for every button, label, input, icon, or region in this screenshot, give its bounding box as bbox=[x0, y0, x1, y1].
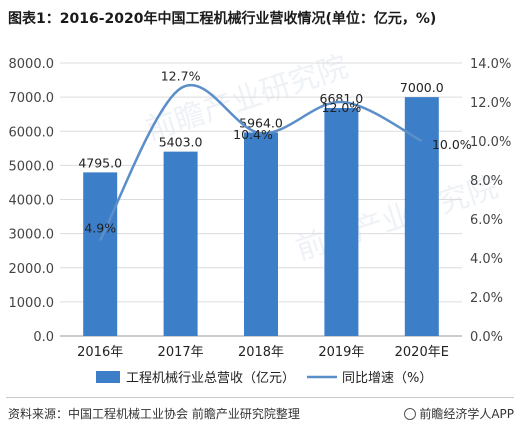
bar bbox=[83, 172, 118, 336]
y-left-tick-label: 8000.0 bbox=[9, 57, 55, 72]
x-tick-label: 2020年E bbox=[395, 345, 449, 360]
y-right-tick-label: 10.0% bbox=[470, 135, 511, 150]
y-left-tick-label: 4000.0 bbox=[9, 194, 55, 209]
brand-tag: 前瞻经济学人APP bbox=[404, 405, 514, 422]
y-left-tick-label: 5000.0 bbox=[9, 159, 55, 174]
y-left-tick-label: 7000.0 bbox=[9, 91, 55, 106]
legend-bar-label: 工程机械行业总营收（亿元） bbox=[126, 371, 295, 386]
line-value-label: 4.9% bbox=[84, 220, 116, 235]
line-value-label: 10.0% bbox=[432, 137, 472, 152]
brand-label: 前瞻经济学人APP bbox=[419, 407, 514, 421]
y-right-tick-label: 8.0% bbox=[470, 174, 503, 189]
y-right-tick-label: 12.0% bbox=[470, 96, 511, 111]
y-right-tick-label: 4.0% bbox=[470, 252, 503, 267]
y-right-tick-label: 0.0% bbox=[470, 330, 503, 345]
footer-divider bbox=[6, 397, 514, 398]
growth-rate-line bbox=[99, 84, 423, 242]
bar-value-label: 7000.0 bbox=[400, 80, 444, 95]
x-tick-label: 2017年 bbox=[158, 345, 204, 360]
bar bbox=[404, 97, 439, 336]
revenue-chart: 前瞻产业研究院前瞻产业研究院0.01000.02000.03000.04000.… bbox=[9, 49, 512, 386]
y-left-tick-label: 1000.0 bbox=[9, 296, 55, 311]
bar-value-label: 5403.0 bbox=[159, 135, 203, 150]
bar bbox=[324, 108, 359, 337]
bar-value-label: 5964.0 bbox=[239, 115, 283, 130]
legend-bar-swatch bbox=[96, 371, 120, 383]
y-right-tick-label: 2.0% bbox=[470, 291, 503, 306]
brand-logo-icon bbox=[404, 408, 417, 420]
x-tick-label: 2018年 bbox=[238, 345, 284, 360]
y-right-tick-label: 14.0% bbox=[470, 57, 511, 72]
chart-title: 图表1：2016-2020年中国工程机械行业营收情况(单位：亿元，%) bbox=[8, 11, 437, 27]
y-left-tick-label: 3000.0 bbox=[9, 228, 55, 243]
line-value-label: 12.7% bbox=[161, 68, 201, 83]
bar bbox=[163, 151, 198, 336]
y-left-tick-label: 0.0 bbox=[33, 330, 54, 345]
footer: 资料来源：中国工程机械工业协会 前瞻产业研究院整理 前瞻经济学人APP bbox=[0, 393, 520, 431]
y-left-tick-label: 6000.0 bbox=[9, 125, 55, 140]
x-tick-label: 2019年 bbox=[318, 345, 364, 360]
line-value-label: 12.0% bbox=[322, 100, 362, 115]
y-left-tick-label: 2000.0 bbox=[9, 262, 55, 277]
line-value-label: 10.4% bbox=[233, 127, 273, 142]
legend-line-label: 同比增速（%） bbox=[342, 371, 432, 386]
y-right-tick-label: 6.0% bbox=[470, 213, 503, 228]
bar-value-label: 4795.0 bbox=[78, 155, 122, 170]
bar bbox=[244, 132, 278, 336]
source-note: 资料来源：中国工程机械工业协会 前瞻产业研究院整理 bbox=[8, 407, 300, 421]
x-tick-label: 2016年 bbox=[77, 345, 123, 360]
